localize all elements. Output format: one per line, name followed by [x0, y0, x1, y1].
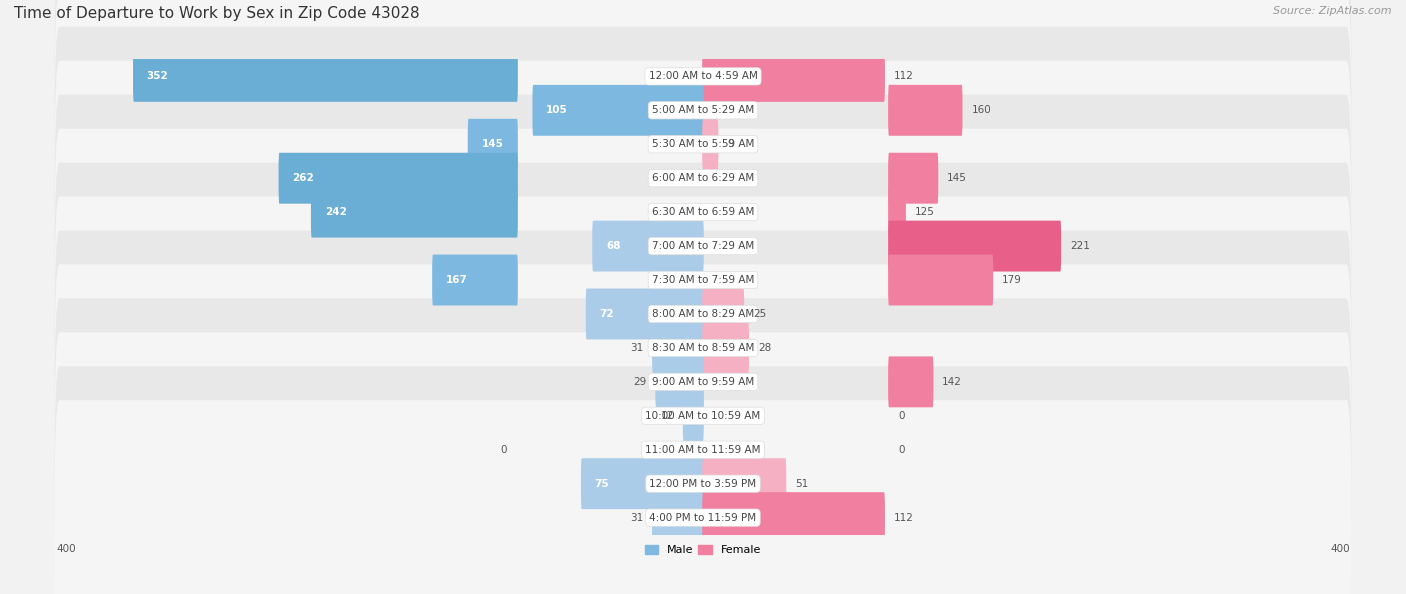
Legend: Male, Female: Male, Female — [641, 540, 765, 560]
FancyBboxPatch shape — [55, 0, 1351, 228]
Text: 167: 167 — [446, 275, 468, 285]
FancyBboxPatch shape — [889, 255, 993, 305]
FancyBboxPatch shape — [55, 230, 1351, 465]
FancyBboxPatch shape — [652, 323, 704, 374]
Text: 400: 400 — [56, 544, 76, 554]
FancyBboxPatch shape — [55, 163, 1351, 397]
FancyBboxPatch shape — [702, 323, 749, 374]
FancyBboxPatch shape — [581, 458, 704, 509]
Text: 262: 262 — [292, 173, 314, 183]
Text: 8:30 AM to 8:59 AM: 8:30 AM to 8:59 AM — [652, 343, 754, 353]
FancyBboxPatch shape — [889, 356, 934, 407]
FancyBboxPatch shape — [702, 492, 884, 543]
FancyBboxPatch shape — [55, 298, 1351, 533]
FancyBboxPatch shape — [55, 264, 1351, 500]
FancyBboxPatch shape — [889, 187, 905, 238]
Text: 31: 31 — [630, 343, 643, 353]
Text: 5:00 AM to 5:29 AM: 5:00 AM to 5:29 AM — [652, 105, 754, 115]
Text: 72: 72 — [599, 309, 614, 319]
Text: 0: 0 — [898, 445, 905, 455]
FancyBboxPatch shape — [55, 27, 1351, 262]
Text: 179: 179 — [1002, 275, 1022, 285]
Text: 112: 112 — [894, 71, 914, 81]
FancyBboxPatch shape — [889, 220, 1062, 271]
Text: 51: 51 — [796, 479, 808, 489]
Text: 10:00 AM to 10:59 AM: 10:00 AM to 10:59 AM — [645, 411, 761, 421]
Text: 145: 145 — [948, 173, 967, 183]
FancyBboxPatch shape — [55, 197, 1351, 431]
Text: Source: ZipAtlas.com: Source: ZipAtlas.com — [1274, 6, 1392, 16]
FancyBboxPatch shape — [889, 85, 963, 136]
FancyBboxPatch shape — [702, 289, 744, 339]
FancyBboxPatch shape — [702, 458, 786, 509]
Text: 12:00 AM to 4:59 AM: 12:00 AM to 4:59 AM — [648, 71, 758, 81]
FancyBboxPatch shape — [55, 94, 1351, 330]
Text: 12: 12 — [661, 411, 673, 421]
Text: 145: 145 — [481, 139, 503, 149]
FancyBboxPatch shape — [55, 61, 1351, 296]
Text: 25: 25 — [754, 309, 766, 319]
Text: 9:00 AM to 9:59 AM: 9:00 AM to 9:59 AM — [652, 377, 754, 387]
Text: 7:00 AM to 7:29 AM: 7:00 AM to 7:29 AM — [652, 241, 754, 251]
FancyBboxPatch shape — [55, 0, 1351, 194]
Text: 6:00 AM to 6:29 AM: 6:00 AM to 6:29 AM — [652, 173, 754, 183]
Text: 105: 105 — [546, 105, 568, 115]
Text: 221: 221 — [1070, 241, 1090, 251]
FancyBboxPatch shape — [533, 85, 704, 136]
Text: 68: 68 — [606, 241, 620, 251]
Text: Time of Departure to Work by Sex in Zip Code 43028: Time of Departure to Work by Sex in Zip … — [14, 6, 419, 21]
Text: 352: 352 — [146, 71, 169, 81]
FancyBboxPatch shape — [655, 356, 704, 407]
Text: 11:00 AM to 11:59 AM: 11:00 AM to 11:59 AM — [645, 445, 761, 455]
Text: 4:00 PM to 11:59 PM: 4:00 PM to 11:59 PM — [650, 513, 756, 523]
FancyBboxPatch shape — [278, 153, 517, 204]
Text: 28: 28 — [758, 343, 772, 353]
Text: 29: 29 — [633, 377, 647, 387]
FancyBboxPatch shape — [592, 220, 704, 271]
FancyBboxPatch shape — [55, 366, 1351, 594]
Text: 8:00 AM to 8:29 AM: 8:00 AM to 8:29 AM — [652, 309, 754, 319]
FancyBboxPatch shape — [55, 332, 1351, 567]
Text: 142: 142 — [942, 377, 962, 387]
FancyBboxPatch shape — [683, 390, 704, 441]
Text: 125: 125 — [915, 207, 935, 217]
Text: 5:30 AM to 5:59 AM: 5:30 AM to 5:59 AM — [652, 139, 754, 149]
FancyBboxPatch shape — [55, 400, 1351, 594]
FancyBboxPatch shape — [652, 492, 704, 543]
Text: 75: 75 — [595, 479, 609, 489]
FancyBboxPatch shape — [889, 153, 938, 204]
Text: 242: 242 — [325, 207, 346, 217]
FancyBboxPatch shape — [468, 119, 517, 170]
Text: 160: 160 — [972, 105, 991, 115]
Text: 112: 112 — [894, 513, 914, 523]
FancyBboxPatch shape — [134, 51, 517, 102]
Text: 12:00 PM to 3:59 PM: 12:00 PM to 3:59 PM — [650, 479, 756, 489]
Text: 0: 0 — [898, 411, 905, 421]
Text: 6:30 AM to 6:59 AM: 6:30 AM to 6:59 AM — [652, 207, 754, 217]
Text: 7:30 AM to 7:59 AM: 7:30 AM to 7:59 AM — [652, 275, 754, 285]
Text: 9: 9 — [727, 139, 734, 149]
FancyBboxPatch shape — [702, 51, 884, 102]
FancyBboxPatch shape — [311, 187, 517, 238]
Text: 400: 400 — [1330, 544, 1350, 554]
FancyBboxPatch shape — [586, 289, 704, 339]
FancyBboxPatch shape — [55, 129, 1351, 364]
Text: 31: 31 — [630, 513, 643, 523]
FancyBboxPatch shape — [702, 119, 718, 170]
Text: 0: 0 — [501, 445, 508, 455]
FancyBboxPatch shape — [432, 255, 517, 305]
